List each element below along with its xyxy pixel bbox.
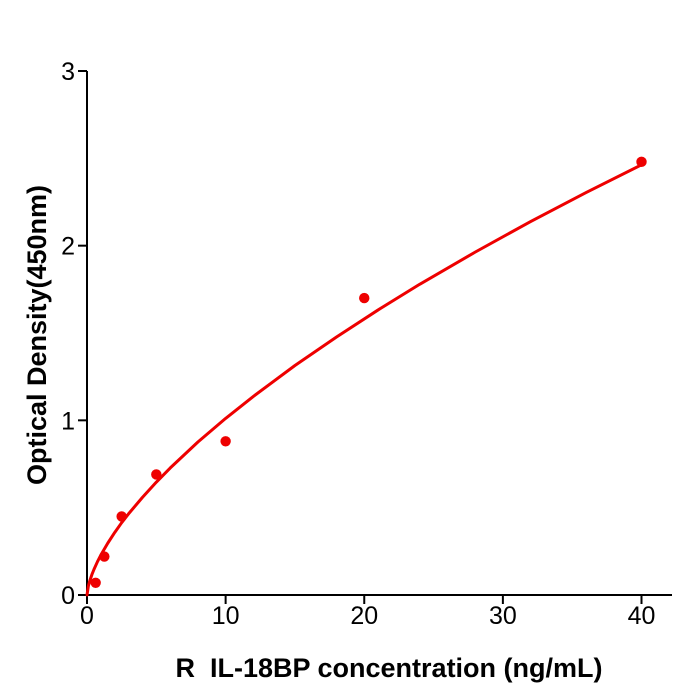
x-tick-label: 10 bbox=[212, 602, 240, 630]
y-tick-label: 3 bbox=[61, 58, 75, 86]
y-tick-label: 0 bbox=[61, 582, 75, 610]
x-tick-label: 0 bbox=[80, 602, 94, 630]
x-tick-label: 20 bbox=[350, 602, 378, 630]
data-point bbox=[636, 156, 647, 168]
y-tick-label: 1 bbox=[61, 407, 75, 435]
data-point bbox=[151, 469, 162, 480]
x-tick-label: 30 bbox=[489, 602, 517, 630]
fit-curve-line bbox=[85, 163, 644, 597]
data-point bbox=[90, 577, 101, 588]
x-axis-title: R IL-18BP concentration (ng/mL) bbox=[175, 653, 602, 683]
data-point bbox=[359, 292, 370, 304]
data-point bbox=[116, 511, 127, 522]
data-point bbox=[99, 551, 110, 562]
y-axis-title: Optical Density(450nm) bbox=[22, 185, 52, 485]
data-point bbox=[220, 436, 231, 447]
x-tick-label: 40 bbox=[628, 602, 656, 630]
y-tick-label: 2 bbox=[61, 233, 75, 261]
